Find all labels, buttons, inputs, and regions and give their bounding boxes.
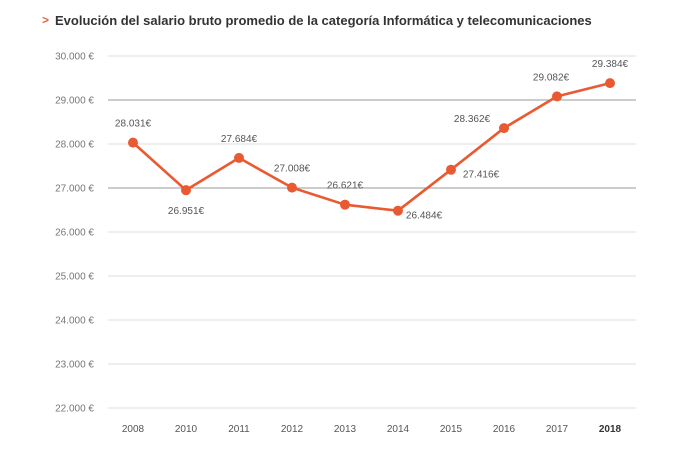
- x-tick-label: 2012: [281, 424, 304, 435]
- y-tick-label: 27.000 €: [55, 184, 94, 195]
- x-tick-label: 2016: [493, 424, 516, 435]
- y-tick-label: 30.000 €: [55, 52, 94, 63]
- y-tick-label: 29.000 €: [55, 96, 94, 107]
- y-tick-label: 24.000 €: [55, 316, 94, 327]
- data-point: [446, 164, 456, 175]
- data-point: [393, 205, 403, 216]
- x-tick-label: 2008: [122, 424, 145, 435]
- data-label: 29.384€: [592, 59, 629, 70]
- data-label: 27.008€: [274, 164, 311, 175]
- data-point: [128, 137, 138, 148]
- x-tick-label: 2015: [440, 424, 463, 435]
- y-axis-ticks: 30.000 € 29.000 € 28.000 € 27.000 € 26.000 €…: [55, 52, 94, 415]
- x-tick-label: 2017: [546, 424, 569, 435]
- data-point: [552, 91, 562, 102]
- x-tick-label: 2018: [599, 424, 622, 435]
- x-tick-label: 2011: [228, 424, 250, 435]
- data-point: [499, 123, 509, 134]
- x-tick-label: 2013: [334, 424, 357, 435]
- data-label: 28.031€: [115, 119, 152, 130]
- data-label: 29.082€: [533, 72, 570, 83]
- x-axis-ticks: 2008 2010 2011 2012 2013 2014 2015 2016 2017 2018: [122, 424, 622, 435]
- y-tick-label: 23.000 €: [55, 360, 94, 371]
- data-point: [605, 78, 615, 89]
- x-tick-label: 2014: [387, 424, 410, 435]
- y-tick-label: 25.000 €: [55, 272, 94, 283]
- data-points: [128, 78, 615, 216]
- data-point: [340, 199, 350, 210]
- gridlines: [108, 55, 636, 409]
- data-label: 27.684€: [221, 134, 258, 145]
- data-point: [234, 152, 244, 163]
- data-label: 26.951€: [168, 206, 205, 217]
- data-label: 26.484€: [406, 211, 443, 222]
- data-label: 28.362€: [454, 114, 491, 125]
- y-tick-label: 26.000 €: [55, 228, 94, 239]
- y-tick-label: 28.000 €: [55, 140, 94, 151]
- data-label: 26.621€: [327, 181, 364, 192]
- data-point: [287, 182, 297, 193]
- series-line: [131, 81, 612, 213]
- data-point: [181, 185, 191, 196]
- data-label: 27.416€: [463, 170, 500, 181]
- x-tick-label: 2010: [175, 424, 198, 435]
- title-marker-icon: >: [42, 13, 50, 27]
- chart-title-row: > Evolución del salario bruto promedio d…: [42, 12, 592, 28]
- y-tick-label: 22.000 €: [55, 404, 94, 415]
- chart-title: Evolución del salario bruto promedio de …: [55, 12, 592, 28]
- series-line-layer: [131, 81, 612, 213]
- data-labels: 28.031€ 26.951€ 27.684€ 27.008€ 26.621€ 26.48…: [115, 59, 629, 222]
